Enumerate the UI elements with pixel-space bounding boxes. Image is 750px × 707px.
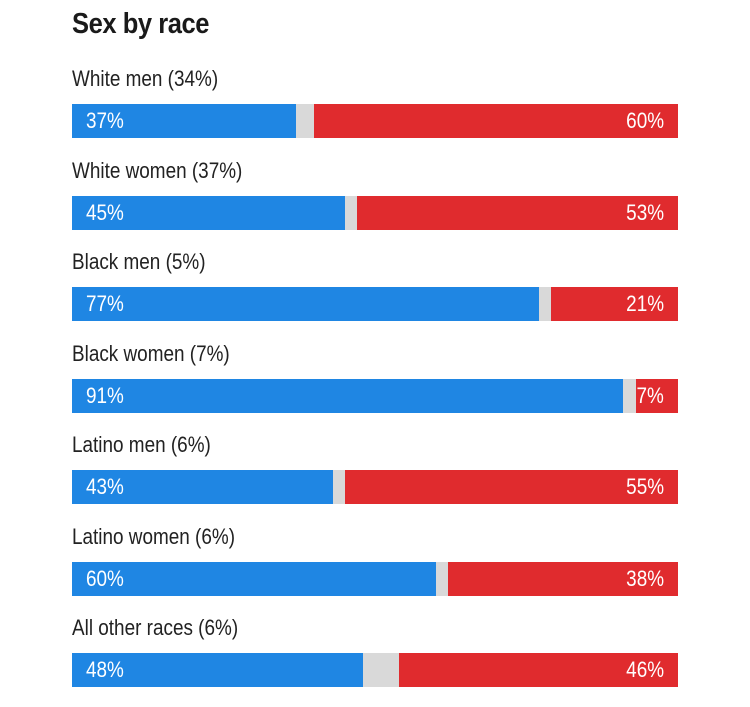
category-label: White women (37%) — [72, 157, 243, 183]
value-label-left: 43% — [86, 474, 124, 499]
chart-row: Latino men (6%) 43% 55% — [72, 428, 678, 520]
chart-row: Latino women (6%) 60% 38% — [72, 520, 678, 612]
chart-rows: White men (34%) 37% 60% White women (37%) 45… — [72, 62, 678, 703]
value-label-right: 60% — [626, 108, 664, 133]
category-label: White men (34%) — [72, 66, 219, 91]
category-label: All other races (6%) — [72, 615, 239, 640]
category-label: Latino men (6%) — [72, 432, 211, 457]
bar-segment-right — [550, 287, 678, 321]
chart-row: Black men (5%) 77% 21% — [72, 245, 678, 337]
value-label-right: 46% — [626, 657, 664, 682]
bar-segment-right — [447, 561, 678, 596]
bar-segment-left — [72, 470, 333, 504]
stacked-bar: 48% 46% — [72, 653, 678, 687]
stacked-bar: 77% 21% — [72, 287, 678, 321]
stacked-bar: 60% 38% — [72, 561, 678, 596]
value-label-right: 38% — [626, 565, 664, 591]
bar-segment-right — [314, 104, 678, 138]
stacked-bar: 37% 60% — [72, 104, 678, 138]
chart-row: White women (37%) 45% 53% — [72, 154, 678, 246]
value-label-left: 60% — [86, 565, 124, 591]
value-label-left: 45% — [86, 199, 124, 225]
stacked-bar: 91% 7% — [72, 378, 678, 413]
bar-segment-left — [72, 653, 363, 687]
value-label-left: 37% — [86, 108, 124, 133]
value-label-right: 7% — [636, 382, 664, 408]
value-label-left: 77% — [86, 291, 124, 316]
chart-row: Black women (7%) 91% 7% — [72, 337, 678, 429]
value-label-left: 48% — [86, 657, 124, 682]
stacked-bar: 43% 55% — [72, 470, 678, 504]
value-label-right: 53% — [626, 199, 664, 225]
category-label: Latino women (6%) — [72, 523, 236, 549]
bar-segment-left — [72, 378, 624, 413]
value-label-left: 91% — [86, 382, 124, 408]
bar-segment-left — [72, 561, 436, 596]
bar-segment-right — [635, 378, 678, 413]
bar-segment-left — [72, 104, 297, 138]
value-label-right: 55% — [626, 474, 664, 499]
bar-segment-right — [399, 653, 678, 687]
stacked-bar: 45% 53% — [72, 195, 678, 230]
chart-row: White men (34%) 37% 60% — [72, 62, 678, 154]
bar-segment-right — [356, 195, 678, 230]
bar-segment-left — [72, 195, 345, 230]
category-label: Black women (7%) — [72, 340, 230, 366]
chart-row: All other races (6%) 48% 46% — [72, 611, 678, 703]
category-label: Black men (5%) — [72, 249, 206, 274]
value-label-right: 21% — [626, 291, 664, 316]
bar-segment-right — [344, 470, 678, 504]
chart-title: Sex by race — [72, 8, 210, 40]
bar-segment-left — [72, 287, 539, 321]
